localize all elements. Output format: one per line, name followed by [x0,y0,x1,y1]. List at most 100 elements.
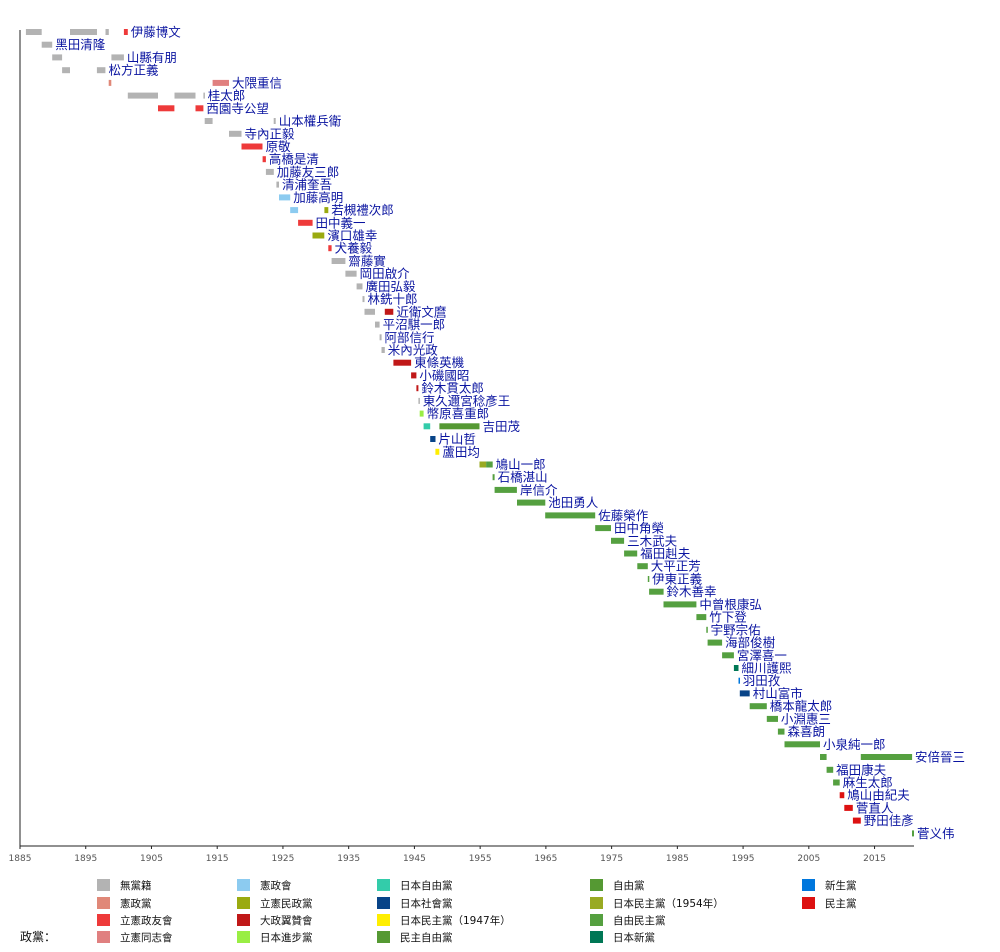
pm-name-label: 岡田啟介 [360,266,411,281]
legend-swatch [97,897,110,909]
pm-name-label: 田中角榮 [614,521,664,536]
pm-name-labels: 伊藤博文黑田清隆山縣有朋松方正義大隈重信桂太郎西園寺公望山本權兵衛寺內正毅原敬高… [55,25,965,841]
term-bar [241,143,263,150]
pm-name-label: 加藤高明 [293,190,343,205]
legend-swatch [97,879,110,891]
pm-name-label: 橋本龍太郎 [770,699,833,714]
term-bar [25,29,42,35]
term-bar [833,779,840,786]
term-bar [356,283,363,290]
legend-label: 新生黨 [825,879,857,892]
term-bar [545,512,596,519]
term-bar [707,639,723,646]
legend-swatch [97,914,110,926]
pm-name-label: 竹下登 [709,610,747,625]
pm-name-label: 伊東正義 [652,572,703,587]
term-bar [328,245,332,252]
pm-name-label: 三木武夫 [627,533,678,548]
term-bar [62,67,70,74]
term-bar [416,385,419,392]
term-bar [749,703,767,710]
term-bar [123,29,128,35]
pm-name-label: 東久邇宮稔彥王 [423,393,511,408]
term-bar [647,576,650,582]
term-bar [860,754,913,760]
pm-name-label: 齋藤實 [348,254,386,269]
term-bar [423,423,431,430]
legend-label: 日本新黨 [613,931,655,944]
pm-name-label: 池田勇人 [548,495,599,510]
legend-label: 日本民主黨（1954年） [613,897,724,910]
pm-name-label: 林銑十郎 [368,292,418,307]
term-bar [324,207,329,214]
pm-name-label: 高橋是清 [269,152,319,167]
term-bar [696,614,707,621]
legend-label: 日本民主黨（1947年） [400,914,511,927]
term-bar [844,804,853,811]
term-bar [265,168,274,175]
legend-swatch [377,879,390,891]
pm-name-label: 小淵惠三 [781,711,831,726]
pm-name-label: 田中義一 [316,215,366,230]
term-bar [663,601,697,608]
x-tick-label: 1945 [403,854,426,864]
pm-name-label: 石橋湛山 [498,470,548,485]
term-bar [733,665,739,671]
term-bar [276,181,279,188]
pm-name-label: 山縣有朋 [127,50,177,65]
term-bar [722,652,734,659]
x-tick-label: 1975 [600,854,623,864]
x-tick-label: 1895 [74,854,97,864]
pm-name-label: 近衛文麿 [396,304,447,319]
pm-name-label: 東條英機 [414,355,465,370]
pm-name-label: 岸信介 [520,482,558,497]
x-tick-label: 2015 [863,854,886,864]
legend-swatch [802,879,815,891]
term-bar [419,410,424,417]
pm-name-label: 伊藤博文 [131,25,182,40]
legend-label: 自由民主黨 [613,914,666,927]
term-bar [637,563,648,570]
pm-name-label: 村山富市 [753,686,803,701]
legend-swatch [590,879,603,891]
legend-label: 日本進步黨 [260,931,313,944]
pm-name-label: 鈴木貫太郎 [421,381,484,396]
legend-label: 憲政會 [260,879,292,892]
x-tick-label: 1985 [666,854,689,864]
term-bar [298,219,313,226]
term-bar [784,741,820,748]
term-bar [839,792,845,799]
x-tick-label: 1885 [9,854,32,864]
legend-swatch [237,914,250,926]
term-bar [70,29,97,35]
legend-label: 立憲同志會 [120,931,173,944]
term-bar [279,194,291,201]
legend-swatch [237,931,250,943]
pm-name-label: 松方正義 [109,63,160,78]
pm-name-label: 野田佳彥 [864,813,914,828]
pm-name-label: 阿部信行 [385,330,435,345]
term-bar [273,118,276,124]
legend-title: 政黨： [20,930,56,944]
x-tick-label: 2005 [797,854,820,864]
term-bar [111,54,124,61]
term-bar [381,347,385,353]
x-tick-label: 1935 [337,854,360,864]
legend-swatch [377,914,390,926]
term-bar [435,448,440,455]
term-bar [375,321,380,328]
legend-label: 立憲民政黨 [260,897,313,910]
term-bar [649,588,664,595]
x-tick-label: 1965 [534,854,557,864]
term-bar [486,461,493,468]
pm-name-label: 福田赳夫 [640,546,691,561]
term-bar [439,423,480,430]
term-bar [212,79,229,86]
pm-name-label: 清浦奎吾 [282,177,332,192]
pm-name-label: 中曾根康弘 [699,597,762,612]
term-bar [174,92,196,99]
term-bar [706,626,708,633]
pm-name-label: 羽田孜 [743,673,781,688]
